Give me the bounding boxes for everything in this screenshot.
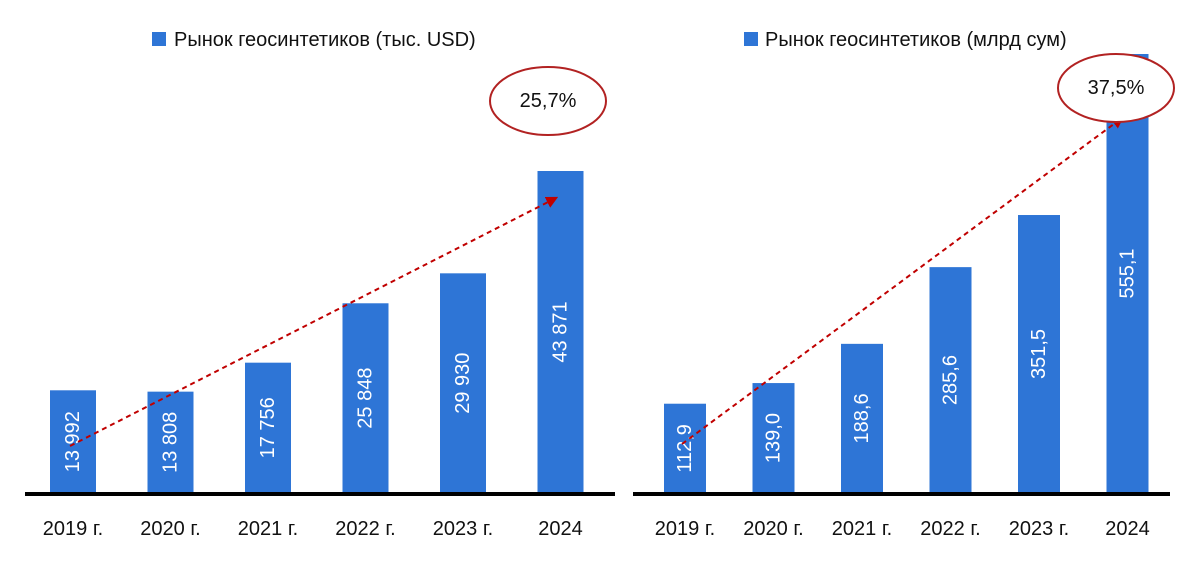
legend-swatch	[152, 32, 166, 46]
bar-2022 г.	[342, 303, 389, 493]
value-label: 29 930	[452, 353, 474, 414]
bar-2021 г.	[841, 343, 883, 493]
bar-2019 г.	[50, 390, 96, 493]
category-label: 2024	[1105, 518, 1150, 540]
value-label: 17 756	[257, 397, 279, 458]
value-label: 25 848	[355, 368, 377, 429]
category-label: 2024	[538, 518, 583, 540]
category-label: 2023 г.	[1009, 518, 1069, 540]
growth-ellipse	[1057, 53, 1175, 123]
category-label: 2022 г.	[920, 518, 980, 540]
value-label: 43 871	[550, 301, 572, 362]
trend-arrow	[681, 116, 1124, 445]
bar-2024	[537, 171, 584, 493]
bar-2020 г.	[752, 383, 795, 493]
category-label: 2020 г.	[140, 518, 200, 540]
value-label: 555,1	[1117, 248, 1139, 298]
category-label: 2021 г.	[832, 518, 892, 540]
category-label: 2019 г.	[655, 518, 715, 540]
value-label: 112,9	[674, 424, 696, 473]
chart-2: Рынок геосинтетиков (млрд сум) 112,9 2019 …	[633, 29, 1175, 540]
legend-label: Рынок геосинтетиков (тыс. USD)	[174, 29, 476, 51]
bar-2020 г.	[147, 391, 194, 493]
growth-label: 37,5%	[1088, 77, 1145, 99]
trend-arrow	[69, 196, 559, 447]
bar-2022 г.	[929, 267, 972, 493]
legend-label: Рынок геосинтетиков (млрд сум)	[765, 29, 1067, 51]
value-label: 351,5	[1028, 329, 1050, 379]
growth-label: 25,7%	[520, 90, 577, 112]
category-label: 2022 г.	[335, 518, 395, 540]
chart-1: Рынок геосинтетиков (тыс. USD) 13 992 2019…	[25, 29, 615, 540]
category-label: 2021 г.	[238, 518, 298, 540]
bar-2021 г.	[245, 362, 291, 493]
bar-2023 г.	[440, 273, 486, 493]
legend-swatch	[744, 32, 758, 46]
category-label: 2019 г.	[43, 518, 103, 540]
bar-2023 г.	[1018, 215, 1060, 493]
growth-ellipse	[489, 66, 607, 136]
value-label: 285,6	[940, 355, 962, 405]
category-label: 2023 г.	[433, 518, 493, 540]
category-label: 2020 г.	[743, 518, 803, 540]
value-label: 139,0	[763, 413, 785, 463]
value-label: 13 992	[62, 411, 84, 472]
value-label: 13 808	[160, 412, 182, 473]
bar-2019 г.	[664, 403, 706, 493]
value-label: 188,6	[851, 393, 873, 443]
